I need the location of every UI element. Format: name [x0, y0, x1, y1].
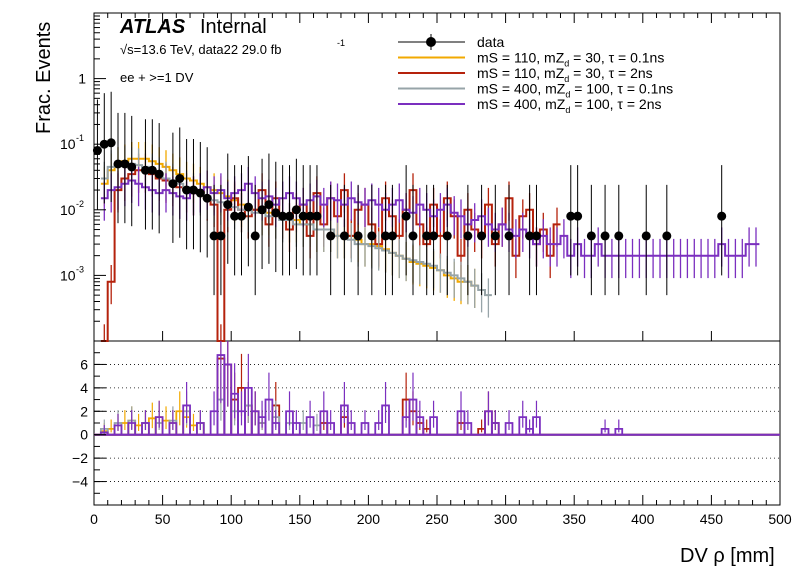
data-point	[168, 179, 178, 189]
data-point	[291, 205, 301, 215]
data-point	[408, 231, 418, 241]
data-point	[566, 211, 576, 221]
data-point	[285, 211, 295, 221]
y-tick-exponent: -3	[76, 264, 84, 274]
ratio-y-tick-label: 6	[80, 356, 88, 372]
data-point	[387, 231, 397, 241]
y-tick-exponent: -1	[76, 133, 84, 143]
data-point	[188, 185, 198, 195]
data-point	[641, 231, 651, 241]
ratio-y-tick-label: −4	[72, 474, 88, 490]
data-point	[381, 231, 391, 241]
x-tick-label: 50	[155, 511, 171, 527]
data-point	[195, 188, 205, 198]
data-point	[120, 159, 130, 169]
y-tick-exponent: -2	[76, 199, 84, 209]
legend-data-marker	[426, 37, 436, 47]
legend-label: mS = 400, mZd = 100, τ = 2ns	[477, 96, 661, 115]
data-point	[278, 211, 288, 221]
data-point	[140, 165, 150, 175]
data-point	[717, 211, 727, 221]
data-point	[154, 169, 164, 179]
x-tick-label: 250	[425, 511, 449, 527]
data-point	[477, 231, 487, 241]
x-tick-label: 350	[563, 511, 587, 527]
data-point	[298, 211, 308, 221]
data-point	[600, 231, 610, 241]
ratio-y-tick-label: −2	[72, 450, 88, 466]
data-point	[305, 211, 315, 221]
x-tick-label: 100	[220, 511, 244, 527]
y-tick-label: 10	[60, 136, 76, 152]
data-point	[339, 231, 349, 241]
x-axis-title: DV ρ [mm]	[680, 545, 775, 567]
data-point	[367, 231, 377, 241]
y-tick-label: 1	[78, 71, 86, 87]
x-tick-label: 500	[768, 511, 792, 527]
x-tick-label: 150	[288, 511, 312, 527]
upper-frame	[93, 12, 781, 342]
data-point	[326, 231, 336, 241]
energy-lumi-label: √s=13.6 TeV, data22 29.0 fb	[120, 42, 281, 57]
y-axis-title: Frac. Events	[33, 22, 55, 134]
data-point	[250, 231, 260, 241]
ratio-y-tick-label: 2	[80, 403, 88, 419]
legend-label: data	[477, 34, 504, 50]
data-point	[127, 162, 137, 172]
data-point	[442, 231, 452, 241]
data-point	[147, 165, 157, 175]
data-point	[490, 231, 500, 241]
data-point	[264, 200, 274, 210]
ratio-y-tick-label: 4	[80, 380, 88, 396]
x-tick-label: 300	[494, 511, 518, 527]
data-point	[401, 211, 411, 221]
data-point	[243, 202, 253, 212]
data-point	[209, 231, 219, 241]
data-point	[236, 211, 246, 221]
data-point	[230, 211, 240, 221]
x-tick-label: 400	[631, 511, 655, 527]
data-point	[463, 231, 473, 241]
data-point	[257, 205, 267, 215]
data-point	[531, 231, 541, 241]
legend-label: mS = 400, mZd = 100, τ = 0.1ns	[477, 81, 673, 100]
data-point	[113, 159, 123, 169]
lumi-exponent: -1	[337, 38, 345, 48]
data-point	[614, 231, 624, 241]
data-point	[429, 231, 439, 241]
y-tick-label: 10	[60, 267, 76, 283]
data-point	[573, 211, 583, 221]
data-point	[175, 174, 185, 184]
atlas-label: ATLAS	[119, 16, 186, 38]
data-point	[271, 208, 281, 218]
ratio-y-tick-label: 0	[80, 427, 88, 443]
data-point	[216, 231, 226, 241]
data-point	[586, 231, 596, 241]
legend-label: mS = 110, mZd = 30, τ = 2ns	[477, 65, 653, 84]
y-tick-label: 10	[60, 202, 76, 218]
data-point	[525, 231, 535, 241]
data-point	[182, 185, 192, 195]
chart-marks	[92, 91, 780, 436]
x-tick-label: 200	[357, 511, 381, 527]
data-point	[422, 231, 432, 241]
x-tick-label: 0	[90, 511, 98, 527]
legend-label: mS = 110, mZd = 30, τ = 0.1ns	[477, 50, 664, 69]
data-point	[353, 231, 363, 241]
data-point	[202, 193, 212, 203]
data-point	[106, 138, 116, 148]
data-point	[504, 231, 514, 241]
selection-label: ee + >=1 DV	[120, 70, 194, 85]
x-tick-label: 450	[700, 511, 724, 527]
data-point	[223, 200, 233, 210]
internal-label: Internal	[200, 16, 267, 38]
upper-panel	[93, 12, 781, 342]
data-point	[662, 231, 672, 241]
data-point	[312, 211, 322, 221]
